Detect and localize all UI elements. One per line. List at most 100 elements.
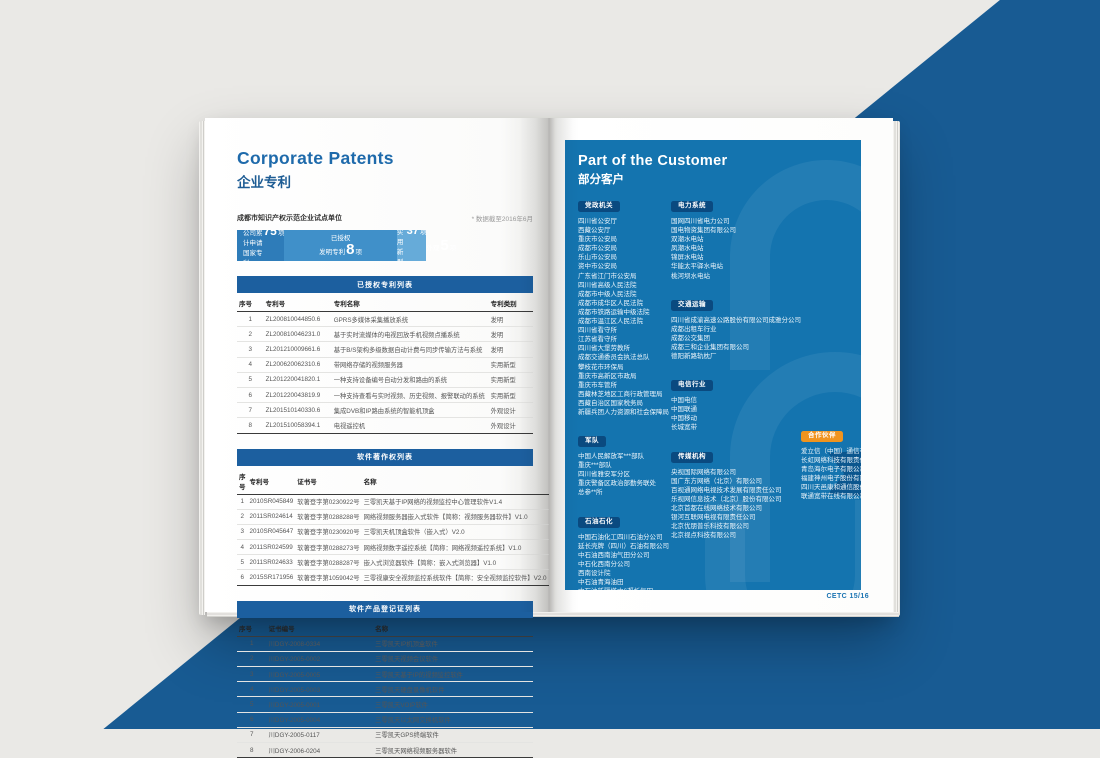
- customer-group-partners: 合作伙伴 爱立信（中国）通信有限公司长虹网络科技有限责任公司青岛海尔电子有限公司…: [801, 424, 861, 502]
- page-title-cn: 部分客户: [578, 174, 624, 186]
- cell-patent-number: ZL201220041820.1: [263, 372, 332, 388]
- stat-label: 发明专利: [319, 248, 346, 256]
- table-row: 5 ZL201220041820.1 一种支持设备编号自动分发和路由的系统 实用…: [237, 372, 533, 388]
- cell-certificate-number: 川DGY-2005-0003: [266, 681, 374, 698]
- cell-software-name: 三零凯天机顶盒软件（嵌入式）V2.0: [361, 524, 549, 541]
- customer-item: 广东省江门市公安局: [578, 272, 637, 280]
- cell-registration-number: 2015SR171956: [247, 569, 296, 586]
- column-header: 专利号: [247, 467, 296, 495]
- table-row: 2 ZL200810046231.0 基于实时流媒体的电视回放手机视频点播系统 …: [237, 326, 533, 343]
- cell-patent-type: 实用新型: [488, 357, 533, 373]
- table-header-row: 序号 证书编号 名称: [237, 619, 533, 637]
- customer-group-telecom: 电信行业 中国电信 中国联通 中国移动 长城宽带: [671, 373, 801, 432]
- cell-no: 7: [237, 727, 267, 743]
- customer-item: 西藏林芝地区工商行政管理局: [578, 390, 663, 398]
- cell-patent-name: 集成DVB和IP路由系统的智能机顶盒: [331, 402, 489, 419]
- customer-item: 北京视点科技有限公司: [671, 532, 736, 540]
- cell-no: 3: [237, 341, 264, 358]
- cell-software-name: 三零凯天基于IP的视频监控软件: [373, 666, 533, 683]
- stat-label: 实用新型: [396, 230, 404, 261]
- authorized-patents-table: 已授权专利列表 序号 专利号 专利名称 专利类别 1 ZL200810044850.6…: [237, 276, 533, 434]
- cell-no: 8: [237, 417, 264, 434]
- table-row: 6 2015SR171956 软著登字第1059042号 三零视康安全视频监控系…: [237, 569, 549, 586]
- stat-line: 外观 5 项: [426, 238, 456, 253]
- customer-column-1: 党政机关 四川省公安厅 西藏公安厅 重庆市公安局 成都市公安局 乐山市公安局 资中市公安局…: [578, 194, 671, 590]
- certification-note: 成都市知识产权示范企业试点单位: [237, 215, 342, 222]
- cell-certificate-number: 软著登字第0288273号: [295, 539, 362, 556]
- column-header: 序号: [237, 295, 264, 312]
- data-date-note: * 数据截至2016年6月: [471, 216, 533, 223]
- stat-segment: 外观 5 项: [426, 230, 456, 261]
- cell-patent-name: 电视遥控机: [331, 417, 489, 434]
- stat-line: 实用新型37项: [397, 230, 427, 261]
- watermark-letter-shape: [705, 500, 861, 590]
- cell-patent-name: 一种支持设备编号自动分发和路由的系统: [331, 372, 489, 388]
- cell-software-name: 三零凯天基于IP网络的视频监控中心管理软件V1.4: [361, 494, 549, 510]
- cell-software-name: 三零凯天IP机顶盒软件: [373, 636, 533, 652]
- customer-item: 江苏省看守所: [578, 336, 617, 344]
- group-badge: 石油石化: [578, 516, 620, 528]
- cell-no: 3: [237, 666, 267, 683]
- cell-patent-name: 带网络存储的视频服务器: [331, 357, 489, 373]
- customer-item: 成都市成华区人民法院: [578, 299, 643, 307]
- cell-patent-type: 外观设计: [488, 417, 533, 434]
- customer-group-power: 电力系统 国网四川省电力公司 国电物资集团有限公司 双潮水电站 凤潮水电站 锦屏水电站华…: [671, 194, 801, 281]
- cell-no: 2: [237, 326, 264, 343]
- customer-item: 重庆市车管所: [578, 381, 617, 389]
- cell-registration-number: 2010SR045647: [247, 524, 296, 541]
- table-row: 8 ZL201510058394.1 电视遥控机 外观设计: [237, 417, 533, 434]
- cell-patent-type: 外观设计: [488, 402, 533, 419]
- customer-column-2: 电力系统 国网四川省电力公司 国电物资集团有限公司 双潮水电站 凤潮水电站 锦屏水电站华…: [671, 194, 801, 590]
- table-row: 7 川DGY-2005-0117 三零凯天GPS终端软件: [237, 727, 533, 743]
- customer-item: 四川省雅安军分区: [578, 471, 630, 479]
- cell-patent-type: 实用新型: [488, 387, 533, 404]
- customer-item: 中国电信: [671, 397, 697, 405]
- cell-software-name: 三零视康安全视频监控系统软件【简称：安全视频监控软件】V2.0: [361, 569, 549, 586]
- cell-software-name: 三零凯天GPS终端软件: [373, 727, 533, 743]
- customer-item: 四川省公安厅: [578, 218, 617, 225]
- table-row: 6 ZL201220043819.9 一种支持查看与实时视频、历史视频、报警联动…: [237, 387, 533, 404]
- cell-patent-type: 发明: [488, 311, 533, 328]
- note-row: 成都市知识产权示范企业试点单位 * 数据截至2016年6月: [237, 213, 533, 223]
- customer-item: 西南设计院: [578, 569, 611, 577]
- stat-unit: 项: [355, 248, 363, 256]
- cell-software-name: 三零凯天视频会议软件: [373, 651, 533, 668]
- customers-panel: Part of the Customer 部分客户 党政机关 四川省公安厅 西藏公…: [565, 140, 861, 590]
- cell-no: 6: [237, 569, 248, 586]
- customer-item: 德阳新路轨枕厂: [671, 353, 717, 361]
- customer-item: 成都出租车行业: [671, 325, 717, 333]
- cell-no: 5: [237, 554, 248, 571]
- customer-item: 国网四川省电力公司: [671, 218, 730, 225]
- brochure-spread: Corporate Patents 企业专利 成都市知识产权示范企业试点单位 *…: [199, 118, 900, 758]
- cell-patent-name: 基于实时流媒体的电视回放手机视频点播系统: [331, 326, 489, 343]
- cell-software-name: 三零凯天网络视频服务器软件: [373, 742, 533, 758]
- stat-line: 公司累计申请国家专利75项: [243, 230, 284, 261]
- page-title-cn: 企业专利: [237, 175, 291, 190]
- stat-segment: 已授权 发明专利 8 项: [284, 230, 397, 261]
- column-header: 证书号: [295, 467, 362, 495]
- cell-software-name: 三零凯天硬盘录像机软件: [373, 681, 533, 698]
- cell-patent-type: 发明: [488, 341, 533, 358]
- software-product-table: 软件产品登记证列表 序号 证书编号 名称 1 川DGY-2008-0334 三零凯天…: [237, 600, 533, 758]
- customer-item: 延长壳牌（四川）石油有限公司: [578, 542, 669, 550]
- group-badge: 电信行业: [671, 380, 713, 392]
- customer-item: 桃河坝水电站: [671, 272, 710, 280]
- cell-patent-type: 发明: [488, 326, 533, 343]
- customer-item: 四川省高级人民法院: [578, 281, 637, 289]
- cell-software-name: 三零凯天以太网交换机软件: [373, 712, 533, 728]
- group-badge: 交通运输: [671, 299, 713, 311]
- customer-item: 成都市温江区人民法院: [578, 318, 643, 326]
- stat-segment: 公司累计申请国家专利75项: [237, 230, 285, 261]
- customer-item: 重庆市公安局: [578, 236, 617, 244]
- right-page: Part of the Customer 部分客户 党政机关 四川省公安厅 西藏公…: [549, 118, 893, 612]
- table-row: 2 川DGY-2005-0002 三零凯天视频会议软件: [237, 651, 533, 668]
- customer-item: 中石油西南油气田分公司: [578, 551, 650, 559]
- cell-certificate-number: 川DGY-2006-0204: [266, 742, 374, 758]
- cell-no: 6: [237, 387, 264, 404]
- customer-item: 四川省看守所: [578, 327, 617, 335]
- table-header-row: 序号 专利号 专利名称 专利类别: [237, 295, 533, 312]
- cell-no: 5: [237, 372, 264, 388]
- customer-item: 北京首都在线网络技术有限公司: [671, 504, 762, 512]
- customer-item: 百视通网络电视技术发展有限责任公司: [671, 486, 782, 494]
- cell-patent-number: ZL200810044850.6: [263, 311, 332, 328]
